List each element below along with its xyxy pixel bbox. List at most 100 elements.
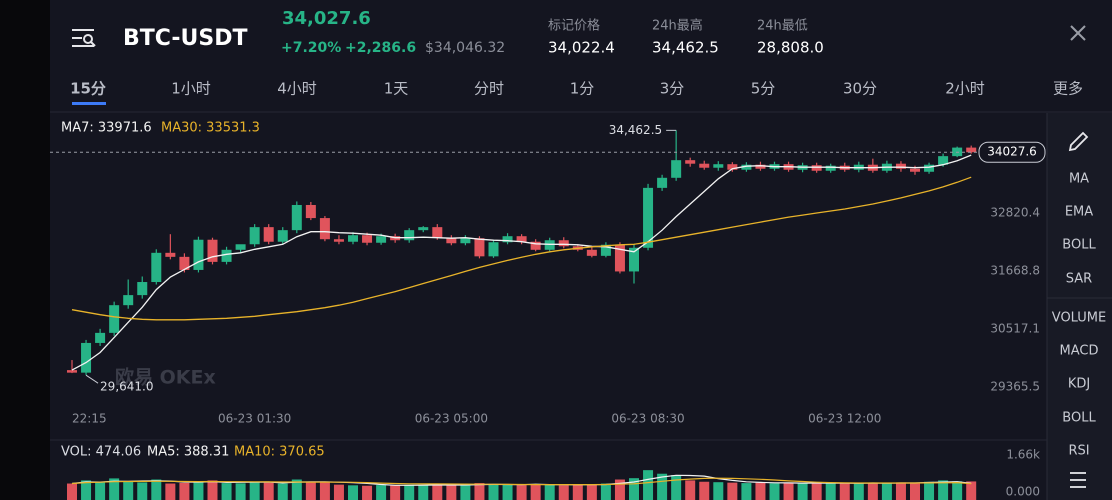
candle-body bbox=[67, 370, 77, 373]
candle-body bbox=[938, 156, 949, 165]
candle-body bbox=[727, 164, 738, 170]
volume-bar bbox=[474, 483, 485, 500]
volume-bar bbox=[165, 483, 176, 500]
legend-entry: MA5: 388.31 bbox=[147, 445, 229, 460]
volume-bar bbox=[685, 480, 696, 500]
volume-bar bbox=[727, 482, 738, 500]
candle-body bbox=[825, 165, 836, 171]
volume-bar bbox=[825, 483, 836, 500]
close-button[interactable] bbox=[1070, 25, 1086, 41]
interval-tab[interactable]: 2小时 bbox=[945, 80, 985, 98]
indicator-option[interactable]: MA bbox=[1069, 172, 1089, 187]
volume-bar bbox=[881, 483, 892, 500]
volume-bar bbox=[938, 480, 949, 500]
indicator-option[interactable]: SAR bbox=[1066, 272, 1092, 287]
indicator-option[interactable]: KDJ bbox=[1068, 377, 1090, 392]
settings-icon[interactable] bbox=[1070, 472, 1086, 488]
candle-body bbox=[629, 247, 639, 272]
volume-bar bbox=[305, 481, 316, 500]
interval-tab[interactable]: 30分 bbox=[843, 80, 877, 98]
chart-area: 33972.132820.431668.830517.129365.522:15… bbox=[50, 121, 1046, 500]
interval-tab[interactable]: 4小时 bbox=[277, 80, 317, 98]
indicator-sidebar bbox=[1047, 113, 1112, 500]
menu-icon[interactable] bbox=[72, 29, 96, 47]
interval-tab[interactable]: 1分 bbox=[570, 80, 595, 98]
candle-body bbox=[207, 239, 218, 262]
indicator-option[interactable]: EMA bbox=[1065, 205, 1093, 220]
candle-body bbox=[713, 164, 724, 168]
volume-bar bbox=[811, 483, 822, 500]
watermark: 欧易 OKEx bbox=[115, 366, 216, 389]
candle-body bbox=[657, 177, 668, 188]
x-tick-label: 06-23 05:00 bbox=[415, 412, 488, 426]
candle-body bbox=[516, 236, 527, 242]
candle-body bbox=[362, 235, 373, 243]
volume-bar bbox=[488, 484, 499, 500]
indicator-option[interactable]: RSI bbox=[1068, 444, 1089, 459]
candle-body bbox=[109, 305, 120, 333]
stat-label: 24h最低 bbox=[757, 19, 808, 34]
candle-body bbox=[221, 249, 232, 262]
interval-tab[interactable]: 15分 bbox=[70, 80, 106, 98]
x-tick-label: 06-23 01:30 bbox=[218, 412, 291, 426]
interval-tab[interactable]: 3分 bbox=[660, 80, 685, 98]
candle-body bbox=[699, 163, 710, 168]
active-tab-underline bbox=[72, 102, 106, 105]
volume-bar bbox=[235, 483, 246, 500]
high-label: 34,462.5 bbox=[609, 123, 662, 137]
volume-bar bbox=[333, 484, 344, 500]
volume-bar bbox=[769, 483, 780, 500]
indicator-option[interactable]: VOLUME bbox=[1052, 311, 1106, 326]
volume-bar bbox=[221, 483, 232, 500]
candle-body bbox=[123, 295, 134, 306]
candle-body bbox=[291, 204, 302, 231]
current-price-badge bbox=[978, 141, 1046, 163]
candle-body bbox=[432, 227, 443, 238]
indicator-option[interactable]: BOLL bbox=[1062, 238, 1096, 253]
volume-bar bbox=[81, 480, 92, 500]
draw-tool-icon[interactable] bbox=[1068, 131, 1089, 152]
stat-label: 标记价格 bbox=[548, 18, 600, 34]
volume-bar bbox=[193, 481, 204, 500]
indicator-option[interactable]: BOLL bbox=[1062, 411, 1096, 426]
volume-bar bbox=[404, 484, 415, 500]
volume-bar bbox=[699, 481, 710, 500]
volume-bar bbox=[867, 482, 878, 500]
interval-tab[interactable]: 分时 bbox=[474, 80, 504, 98]
x-tick-label: 06-23 12:00 bbox=[808, 412, 881, 426]
interval-tab[interactable]: 更多 bbox=[1053, 80, 1083, 98]
volume-bar bbox=[614, 479, 625, 500]
volume-bar bbox=[109, 478, 120, 500]
volume-bar bbox=[348, 485, 358, 500]
volume-bar bbox=[277, 483, 288, 500]
candle-body bbox=[319, 218, 330, 240]
candle-body bbox=[488, 242, 499, 257]
last-price: 34,027.6 bbox=[282, 8, 371, 29]
interval-tab[interactable]: 1天 bbox=[384, 80, 409, 98]
volume-bar bbox=[952, 481, 963, 500]
indicator-option[interactable]: MACD bbox=[1060, 344, 1099, 359]
volume-bar bbox=[249, 481, 260, 500]
volume-bar bbox=[783, 482, 794, 500]
volume-bar bbox=[713, 482, 724, 500]
candle-body bbox=[600, 244, 611, 256]
volume-bar bbox=[123, 481, 134, 500]
ma-line bbox=[71, 154, 972, 371]
candle-body bbox=[530, 241, 541, 250]
volume-bar bbox=[741, 483, 752, 500]
volume-bar bbox=[460, 485, 471, 500]
change-percent: +7.20% bbox=[281, 40, 341, 56]
legend-entry: VOL: 474.06 bbox=[61, 445, 141, 460]
volume-bar bbox=[207, 480, 218, 500]
volume-bar bbox=[137, 482, 148, 500]
volume-bar bbox=[530, 484, 541, 500]
candle-body bbox=[685, 160, 696, 164]
interval-tab[interactable]: 5分 bbox=[751, 80, 776, 98]
interval-tabs: 15分 1小时 4小时 1天 分时 1分 3分 5分 30分 2小时 更多 bbox=[70, 80, 1083, 98]
interval-tab[interactable]: 1小时 bbox=[171, 80, 211, 98]
low-label: 29,641.0 bbox=[100, 380, 153, 394]
volume-bar bbox=[418, 485, 429, 500]
pair-name[interactable]: BTC-USDT bbox=[123, 26, 248, 51]
legend-entry: MA10: 370.65 bbox=[234, 445, 325, 460]
